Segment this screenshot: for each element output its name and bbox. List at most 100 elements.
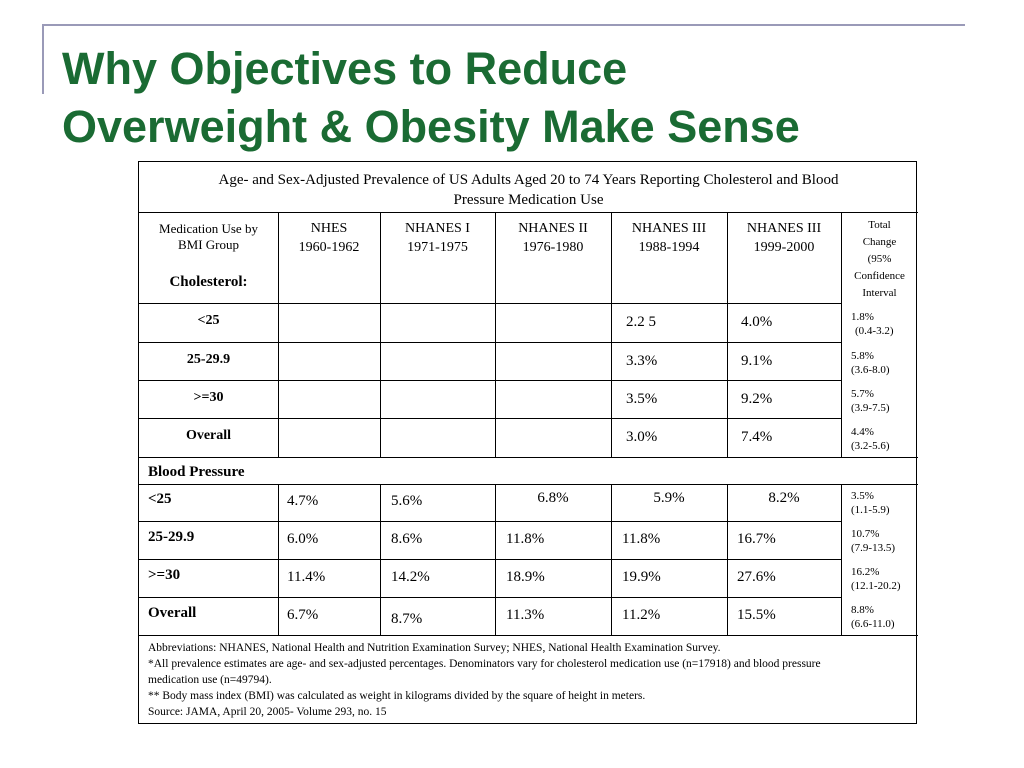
bp-row-divider-1 xyxy=(139,521,841,522)
chol-col-border-4 xyxy=(727,212,728,457)
bp-value-cell: 5.6% xyxy=(391,493,423,509)
chol-col-border-0 xyxy=(278,212,279,457)
bp-value-cell: 27.6% xyxy=(737,569,776,585)
bp-value-cell: 11.2% xyxy=(622,607,661,623)
chol-value-cell: 4.0% xyxy=(741,314,773,330)
bp-value-cell: 11.4% xyxy=(287,569,326,585)
column-header-name: NHANES III xyxy=(631,221,707,236)
column-header-name: NHANES III xyxy=(746,221,822,236)
decorative-top-rule xyxy=(42,24,965,26)
bp-value-cell: 19.9% xyxy=(622,569,661,585)
chol-value-cell: 9.1% xyxy=(741,353,773,369)
chol-value-cell: 3.3% xyxy=(626,353,658,369)
footnote-adjustment-cont: medication use (n=49794). xyxy=(148,674,272,686)
chol-total-change: 1.8% xyxy=(851,311,874,323)
chol-total-ci: (3.9-7.5) xyxy=(851,402,890,414)
bp-value-cell: 8.6% xyxy=(391,531,423,547)
total-change-header-line: Confidence xyxy=(854,270,905,282)
bp-value-cell: 11.3% xyxy=(506,607,545,623)
bp-total-change: 10.7% xyxy=(851,528,880,540)
chol-total-change: 4.4% xyxy=(851,426,874,438)
bp-col-border-4 xyxy=(727,484,728,635)
bp-value-cell: 6.7% xyxy=(287,607,319,623)
bp-total-change: 3.5% xyxy=(851,490,874,502)
footnotes: Abbreviations: NHANES, National Health a… xyxy=(148,640,913,720)
row-header-line-1: Medication Use by xyxy=(159,221,258,236)
bp-total-ci: (1.1-5.9) xyxy=(851,504,890,516)
bp-total-ci: (7.9-13.5) xyxy=(851,542,895,554)
table-caption-line-1: Age- and Sex-Adjusted Prevalence of US A… xyxy=(218,172,839,188)
total-change-header-line: Change xyxy=(862,236,897,248)
chol-group-label: <25 xyxy=(197,313,220,328)
bp-value-cell: 15.5% xyxy=(737,607,776,623)
chol-total-ci: (0.4-3.2) xyxy=(855,325,894,337)
column-header-years: 1971-1975 xyxy=(407,240,468,255)
bp-value-cell: 4.7% xyxy=(287,493,319,509)
bp-row-divider-2 xyxy=(139,559,841,560)
bp-col-border-1 xyxy=(380,484,381,635)
bp-value-cell: 8.2% xyxy=(768,490,800,506)
column-header-name: NHANES I xyxy=(405,221,470,236)
header-row-divider xyxy=(139,303,841,304)
column-header-years: 1988-1994 xyxy=(638,240,700,255)
bp-value-cell: 16.7% xyxy=(737,531,776,547)
bp-total-change: 8.8% xyxy=(851,604,874,616)
bp-row-divider-3 xyxy=(139,597,841,598)
slide-title: Why Objectives to Reduce Overweight & Ob… xyxy=(62,40,1002,156)
row-header-line-2: BMI Group xyxy=(177,237,240,252)
slide-title-line-2: Overweight & Obesity Make Sense xyxy=(62,101,800,152)
chol-section-bottom xyxy=(139,457,918,458)
chol-value-cell: 3.5% xyxy=(626,391,658,407)
total-change-header-line: Interval xyxy=(862,287,897,299)
bp-col-border-5 xyxy=(841,484,842,635)
total-change-header-line: Total xyxy=(868,219,891,231)
column-header-years: 1960-1962 xyxy=(298,240,360,255)
footnote-source: Source: JAMA, April 20, 2005- Volume 293… xyxy=(148,706,387,718)
column-header-years: 1999-2000 xyxy=(753,240,815,255)
bp-group-label: 25-29.9 xyxy=(148,529,195,545)
bp-total-ci: (12.1-20.2) xyxy=(851,580,901,592)
table-caption-line-2: Pressure Medication Use xyxy=(453,192,604,208)
prevalence-table: Age- and Sex-Adjusted Prevalence of US A… xyxy=(138,161,918,724)
decorative-left-rule xyxy=(42,24,44,94)
blood-pressure-section-label: Blood Pressure xyxy=(148,464,245,480)
slide-title-line-1: Why Objectives to Reduce xyxy=(62,43,628,94)
cholesterol-section-label: Cholesterol: xyxy=(169,274,248,290)
footnote-abbreviations: Abbreviations: NHANES, National Health a… xyxy=(148,642,721,654)
chol-row-divider-3 xyxy=(139,418,841,419)
bp-value-cell: 5.9% xyxy=(653,490,685,506)
row-header-label: Medication Use by BMI Group xyxy=(139,221,278,253)
chol-value-cell: 9.2% xyxy=(741,391,773,407)
chol-value-cell: 3.0% xyxy=(626,429,658,445)
bp-value-cell: 8.7% xyxy=(391,611,423,627)
caption-divider xyxy=(139,212,918,213)
bp-label-divider xyxy=(139,484,918,485)
chol-total-ci: (3.2-5.6) xyxy=(851,440,890,452)
chol-col-border-3 xyxy=(611,212,612,457)
bp-group-label: <25 xyxy=(148,491,172,507)
total-change-header-line: (95% xyxy=(867,253,892,265)
chol-total-change: 5.8% xyxy=(851,350,874,362)
column-header-name: NHANES II xyxy=(518,221,588,236)
chol-col-border-5 xyxy=(841,212,842,457)
column-header-years: 1976-1980 xyxy=(522,240,584,255)
chol-total-ci: (3.6-8.0) xyxy=(851,364,890,376)
chol-value-cell: 7.4% xyxy=(741,429,773,445)
bp-total-ci: (6.6-11.0) xyxy=(851,618,895,630)
table-body-bottom xyxy=(139,635,918,636)
bp-total-change: 16.2% xyxy=(851,566,880,578)
chol-row-divider-2 xyxy=(139,380,841,381)
footnote-adjustment: *All prevalence estimates are age- and s… xyxy=(148,658,821,670)
bp-value-cell: 6.0% xyxy=(287,531,319,547)
bp-col-border-3 xyxy=(611,484,612,635)
footnote-bmi: ** Body mass index (BMI) was calculated … xyxy=(148,690,646,702)
chol-total-change: 5.7% xyxy=(851,388,874,400)
bp-col-border-2 xyxy=(495,484,496,635)
chol-value-cell: 2.2 5 xyxy=(626,314,656,330)
bp-value-cell: 6.8% xyxy=(537,490,569,506)
chol-col-border-1 xyxy=(380,212,381,457)
bp-value-cell: 11.8% xyxy=(622,531,661,547)
bp-value-cell: 11.8% xyxy=(506,531,545,547)
bp-col-border-0 xyxy=(278,484,279,635)
chol-col-border-2 xyxy=(495,212,496,457)
